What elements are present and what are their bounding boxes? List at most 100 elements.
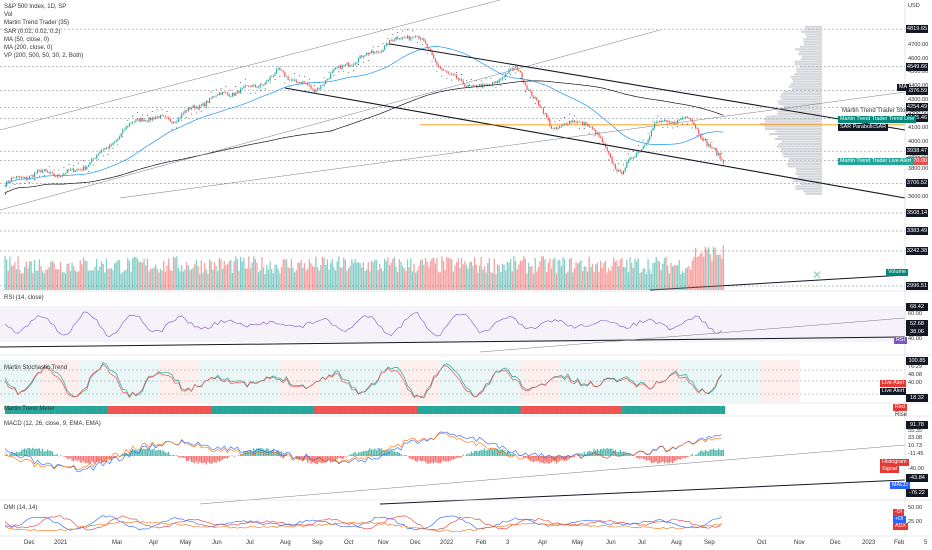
meter-title[interactable]: Martin Trend Meter <box>4 406 55 412</box>
trend-meter-cell <box>6 406 9 414</box>
trend-meter-cell <box>600 406 603 414</box>
sar-dot <box>78 162 80 164</box>
macd-histogram-bar <box>627 454 630 456</box>
sar-dot <box>43 175 45 177</box>
close-icon[interactable]: ✕ <box>812 268 823 282</box>
macd-histogram-bar <box>110 456 113 461</box>
pane-axis-label: 52.68 <box>906 320 928 328</box>
volume-bar <box>159 268 162 290</box>
volume-bar <box>364 270 366 290</box>
sar-dot <box>34 178 35 180</box>
legend-indicator[interactable]: MA (50, close, 0) <box>4 36 50 43</box>
macd-histogram-bar <box>437 456 440 463</box>
rsi-title[interactable]: RSI (14, close) <box>4 295 44 301</box>
currency-label: USD <box>908 3 920 9</box>
time-axis-label: Mar <box>112 540 123 546</box>
price-axis-label: 4600.00 <box>908 55 929 62</box>
sar-dot <box>613 169 615 171</box>
volume-bar <box>50 261 52 290</box>
macd-histogram-bar <box>12 453 14 456</box>
macd-histogram-bar <box>460 456 463 458</box>
trend-meter-cell <box>178 406 181 414</box>
macd-histogram-bar <box>506 451 509 456</box>
macd-histogram-bar <box>4 455 6 456</box>
volume-bar <box>248 256 250 290</box>
candle-body <box>690 118 692 121</box>
sar-dot <box>142 114 143 116</box>
legend-indicator[interactable]: Vol <box>4 12 13 19</box>
legend-symbol[interactable]: S&P 500 Index, 1D, SP <box>4 4 67 10</box>
volume-bar <box>544 259 546 290</box>
sar-dot <box>318 82 320 83</box>
trend-meter-cell <box>595 406 598 414</box>
candle-body <box>577 121 579 123</box>
trend-meter-cell <box>628 406 631 414</box>
legend-indicator[interactable]: SAR (0.02, 0.02, 0.2) <box>4 28 61 35</box>
candle-body <box>78 169 80 170</box>
macd-title[interactable]: MACD (12, 26, close, 9, EMA, EMA) <box>4 421 101 427</box>
volume-bar <box>387 257 389 290</box>
macd-histogram-bar <box>650 456 653 463</box>
volume-bar <box>475 264 477 290</box>
trend-meter-cell <box>587 406 590 414</box>
volume-bar <box>325 265 327 290</box>
candle-body <box>513 67 515 70</box>
macd-histogram-bar <box>125 453 127 456</box>
time-axis-label: 5 <box>924 540 928 546</box>
volume-bar <box>323 257 325 290</box>
trend-meter-cell <box>319 406 322 414</box>
candle-body <box>670 122 672 123</box>
candle-body <box>701 137 703 141</box>
legend-indicator[interactable]: Martin Trend Trader (35) <box>4 20 70 27</box>
volume-profile-bar <box>795 172 822 175</box>
legend-indicator[interactable]: MA (200, close, 0) <box>4 45 53 52</box>
candle-body <box>492 82 494 85</box>
candle-body <box>176 121 178 123</box>
volume-bar <box>331 259 333 290</box>
volume-bar <box>598 271 600 290</box>
trend-meter-cell <box>438 406 441 414</box>
pane-axis-label: 33.08 <box>908 435 922 441</box>
trend-meter-cell <box>420 406 423 414</box>
macd-histogram-bar <box>248 451 250 456</box>
volume-profile-bar <box>765 115 822 118</box>
trend-meter-cell <box>425 406 428 414</box>
candle-body <box>393 39 396 41</box>
volume-bar <box>451 259 453 290</box>
legend-indicator[interactable]: VP (200, 500, 50, 30, 2, Both) <box>4 53 84 60</box>
volume-bar <box>172 256 175 290</box>
volume-bar <box>662 263 664 290</box>
macd-histogram-bar <box>421 456 423 461</box>
candle-body <box>429 48 432 52</box>
trend-meter-cell <box>212 406 215 414</box>
volume-bar <box>105 258 108 290</box>
candle-body <box>140 118 142 122</box>
pane-axis-label: 10.73 <box>908 443 922 449</box>
time-axis-label: Dec <box>24 540 35 546</box>
volume-bar <box>374 259 376 290</box>
stoch-title[interactable]: Martin Stochastic Trend <box>4 365 68 371</box>
macd-histogram-bar <box>539 456 541 463</box>
trend-meter-cell <box>589 406 592 414</box>
price-level-tag: 4819.65 <box>906 25 928 34</box>
volume-bar <box>609 270 612 290</box>
volume-bar <box>380 268 383 290</box>
candle-body <box>125 126 127 130</box>
trend-meter-cell <box>469 406 472 414</box>
volume-bar <box>48 267 50 290</box>
volume-bar <box>254 259 257 290</box>
trend-meter-cell <box>412 406 415 414</box>
volume-bar <box>91 270 93 290</box>
trend-meter-cell <box>536 406 539 414</box>
trend-meter-cell <box>361 406 364 414</box>
trend-meter-cell <box>289 406 292 414</box>
trend-meter-cell <box>482 406 485 414</box>
trend-meter-cell <box>180 406 182 414</box>
trend-meter-cell <box>533 406 536 414</box>
dmi-title[interactable]: DMI (14, 14) <box>4 505 38 511</box>
macd-histogram-bar <box>658 456 661 464</box>
volume-bar <box>521 260 523 290</box>
candle-body <box>498 79 500 83</box>
trend-meter-cell <box>206 406 209 414</box>
